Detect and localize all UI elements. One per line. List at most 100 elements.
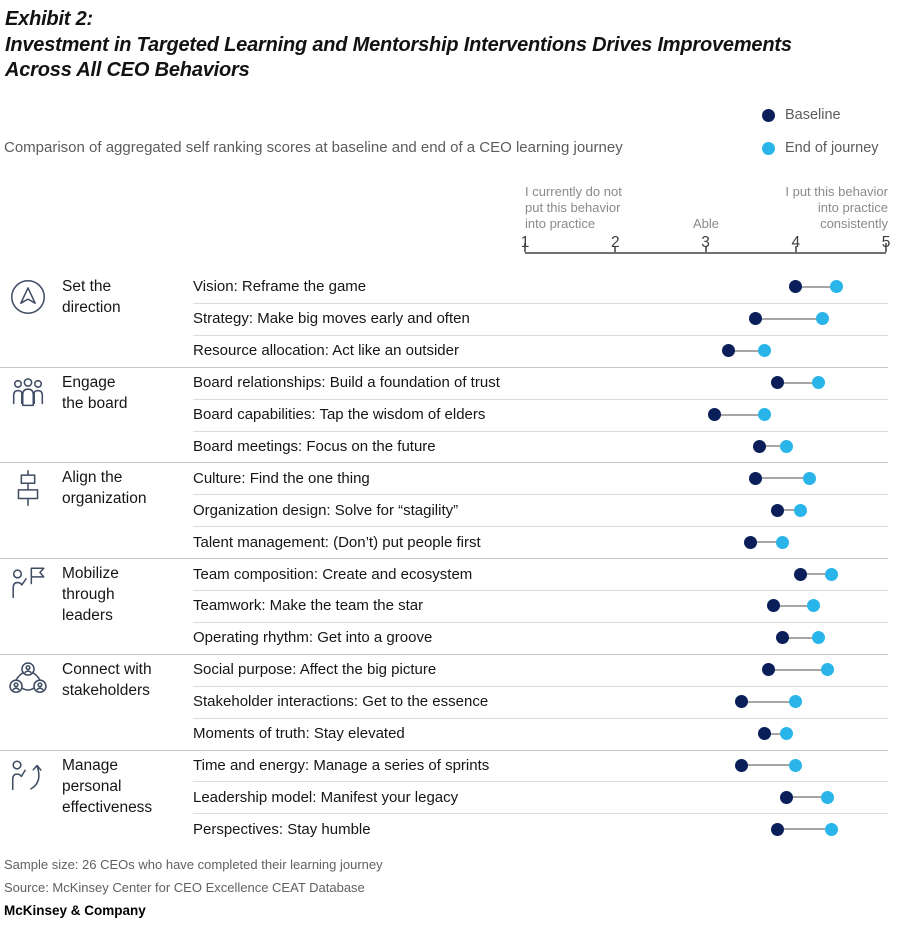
end-journey-legend-dot — [762, 141, 775, 155]
row-separator — [193, 302, 888, 304]
behavior-label: Perspectives: Stay humble — [193, 820, 371, 838]
board-people-icon — [7, 372, 49, 414]
dumbbell-connector — [773, 604, 814, 607]
end-journey-dot — [829, 280, 843, 294]
end-journey-dot — [811, 631, 825, 645]
end-journey-dot — [780, 439, 794, 453]
x-axis-tick-label: 2 — [610, 234, 620, 251]
baseline-dot — [708, 408, 722, 422]
mckinsey-brand: McKinsey & Company — [4, 903, 146, 918]
baseline-dot — [757, 727, 771, 741]
baseline-dot — [748, 471, 762, 485]
row-separator — [193, 526, 888, 528]
baseline-dot — [735, 695, 749, 709]
end-journey-dot — [757, 344, 771, 358]
baseline-dot — [789, 280, 803, 294]
x-axis-tick — [524, 243, 526, 252]
baseline-dot — [762, 663, 776, 677]
group-label: Connect with stakeholders — [62, 660, 152, 699]
behavior-label: Board meetings: Focus on the future — [193, 437, 436, 455]
behavior-label: Operating rhythm: Get into a groove — [193, 629, 433, 647]
x-axis-tick — [794, 246, 797, 252]
behavior-label: Talent management: (Don’t) put people fi… — [193, 533, 481, 551]
behavior-label: Resource allocation: Act like an outside… — [193, 342, 459, 360]
exhibit-title: Exhibit 2: Investment in Targeted Learni… — [5, 7, 885, 84]
group-separator — [0, 462, 888, 464]
growth-person-icon — [7, 755, 49, 797]
dumbbell-connector — [750, 541, 783, 544]
baseline-dot — [771, 822, 785, 836]
end-journey-dot — [757, 408, 771, 422]
row-separator — [193, 781, 888, 783]
row-separator — [193, 590, 888, 591]
end-journey-dot — [816, 312, 830, 326]
baseline-dot — [748, 312, 762, 326]
group-label: Align the organization — [62, 469, 147, 508]
row-separator — [193, 813, 888, 815]
title-line-2: Across All CEO Behaviors — [5, 59, 250, 81]
group-separator — [0, 366, 888, 368]
dumbbell-connector — [728, 349, 765, 352]
row-separator — [193, 621, 888, 623]
legend-item-end-of-journey: End of journey — [762, 138, 897, 158]
axis-label-right: I put this behavior into practice consis… — [785, 184, 888, 231]
end-journey-dot — [789, 695, 803, 709]
dumbbell-connector — [755, 477, 810, 480]
group-label: Set the direction — [62, 278, 121, 316]
end-journey-dot — [780, 727, 794, 741]
dumbbell-connector — [764, 732, 787, 735]
x-axis-tick — [704, 246, 707, 252]
dumbbell-connector — [755, 317, 823, 320]
end-journey-dot — [825, 822, 839, 836]
x-axis-tick — [614, 246, 617, 252]
behavior-label: Board capabilities: Tap the wisdom of el… — [193, 406, 486, 424]
end-journey-dot — [807, 599, 821, 613]
behavior-label: Teamwork: Make the team the star — [193, 597, 424, 615]
axis-label-left: I currently do not put this behavior int… — [525, 184, 622, 231]
source-note: Source: McKinsey Center for CEO Excellen… — [4, 880, 365, 895]
baseline-dot — [771, 503, 785, 517]
behavior-label: Time and energy: Manage a series of spri… — [193, 756, 490, 774]
row-separator — [193, 717, 888, 719]
end-journey-dot — [789, 758, 803, 772]
x-axis-tick — [885, 243, 887, 252]
flag-person-icon — [7, 563, 49, 605]
end-journey-dot — [802, 471, 816, 485]
x-axis-line — [525, 252, 886, 254]
baseline-dot — [780, 790, 794, 804]
behavior-label: Social purpose: Affect the big picture — [193, 661, 437, 679]
behavior-label: Culture: Find the one thing — [193, 469, 370, 487]
behavior-label: Moments of truth: Stay elevated — [193, 725, 405, 743]
end-journey-dot — [811, 376, 825, 390]
stakeholder-network-icon — [7, 659, 49, 701]
baseline-dot — [771, 376, 785, 390]
baseline-dot — [793, 567, 807, 581]
behavior-label: Board relationships: Build a foundation … — [193, 374, 500, 392]
dumbbell-connector — [782, 636, 819, 639]
end-journey-dot — [793, 503, 807, 517]
baseline-dot — [744, 535, 758, 549]
dumbbell-connector — [768, 668, 828, 671]
x-axis-tick-label: 4 — [791, 234, 801, 251]
end-journey-dot — [775, 535, 789, 549]
group-separator — [0, 558, 888, 560]
title-line-1: Investment in Targeted Learning and Ment… — [5, 33, 792, 56]
dumbbell-connector — [759, 445, 787, 448]
row-separator — [193, 430, 888, 432]
behavior-label: Strategy: Make big moves early and often — [193, 310, 470, 328]
dumbbell-connector — [741, 764, 796, 767]
baseline-dot — [775, 631, 789, 645]
axis-label-middle: Able — [692, 216, 720, 231]
baseline-dot — [721, 344, 735, 358]
group-label: Engage the board — [62, 373, 128, 412]
end-journey-dot — [820, 663, 834, 677]
dumbbell-connector — [795, 285, 837, 288]
baseline-legend-label: Baseline — [785, 107, 841, 123]
x-axis-tick-label: 1 — [520, 234, 530, 251]
legend: Baseline End of journey — [762, 105, 897, 171]
dumbbell-connector — [714, 413, 765, 416]
exhibit-label: Exhibit 2: — [5, 8, 94, 30]
org-alignment-icon — [7, 467, 49, 509]
dumbbell-connector — [777, 828, 832, 831]
